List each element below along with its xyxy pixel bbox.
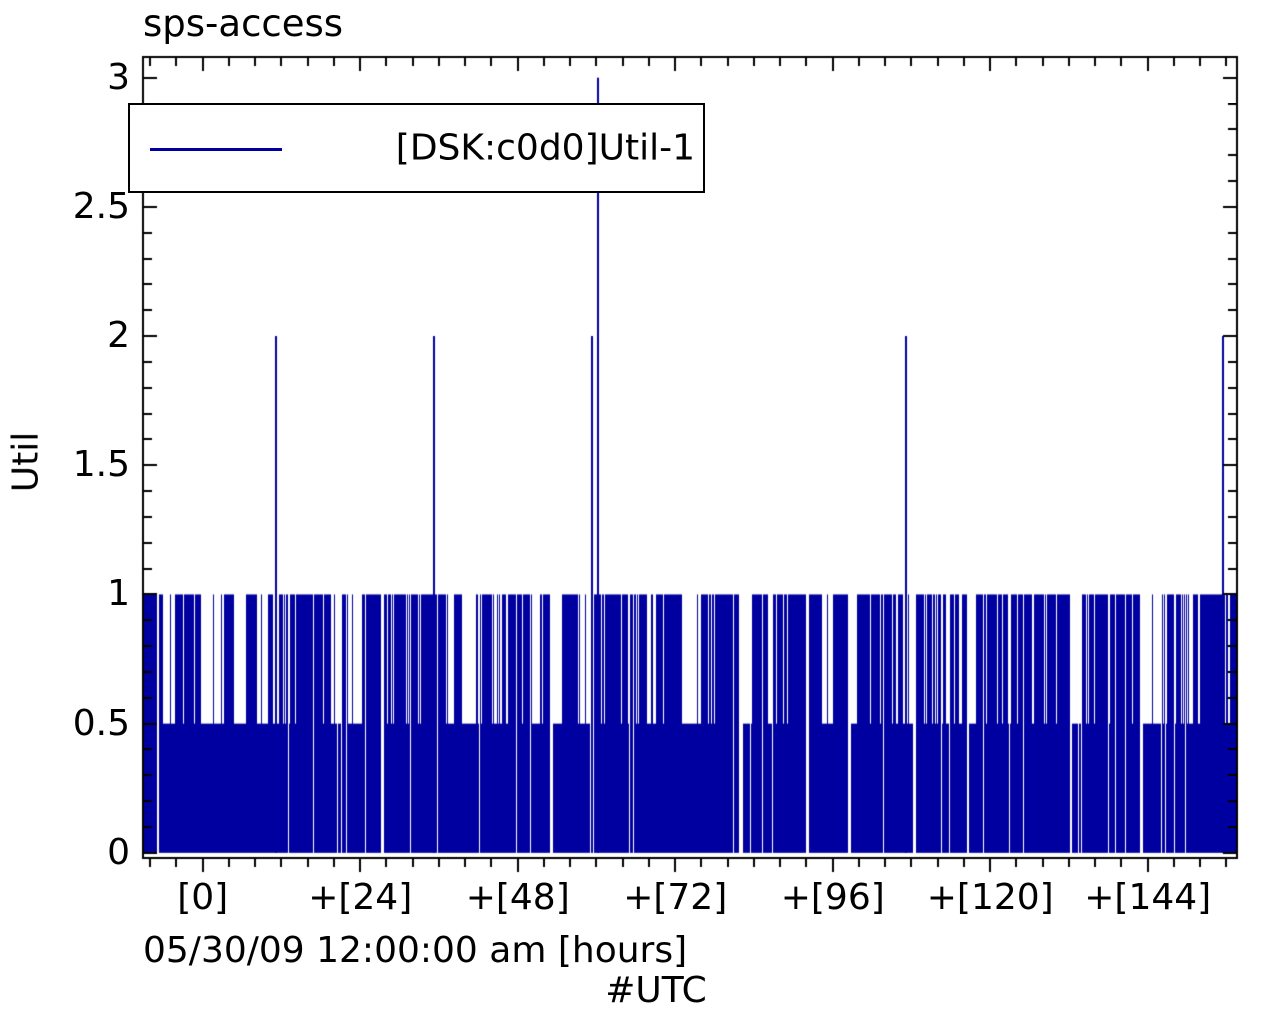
y-tick-label: 2.5 <box>72 185 130 227</box>
y-tick-label: 0 <box>107 831 130 873</box>
chart-title: sps-access <box>143 2 344 45</box>
x-tick-label: [0] <box>177 877 229 918</box>
legend-line-sample <box>150 148 282 151</box>
x-axis-sublabel: #UTC <box>605 970 707 1011</box>
x-tick-label: +[120] <box>926 877 1054 918</box>
x-tick-label: +[72] <box>623 877 728 918</box>
y-tick-label: 0.5 <box>72 702 130 744</box>
y-tick-label: 1.5 <box>72 444 130 486</box>
y-tick-label: 1 <box>107 573 130 615</box>
x-tick-label: +[24] <box>308 877 413 918</box>
legend-label: [DSK:c0d0]Util-1 <box>395 127 695 169</box>
x-axis-label: 05/30/09 12:00:00 am [hours] <box>143 930 688 971</box>
x-tick-label: +[144] <box>1084 877 1212 918</box>
y-tick-label: 2 <box>107 315 130 357</box>
y-tick-label: 3 <box>107 56 130 98</box>
x-tick-label: +[48] <box>465 877 570 918</box>
x-tick-label: +[96] <box>780 877 885 918</box>
legend: [DSK:c0d0]Util-1 <box>128 103 705 193</box>
